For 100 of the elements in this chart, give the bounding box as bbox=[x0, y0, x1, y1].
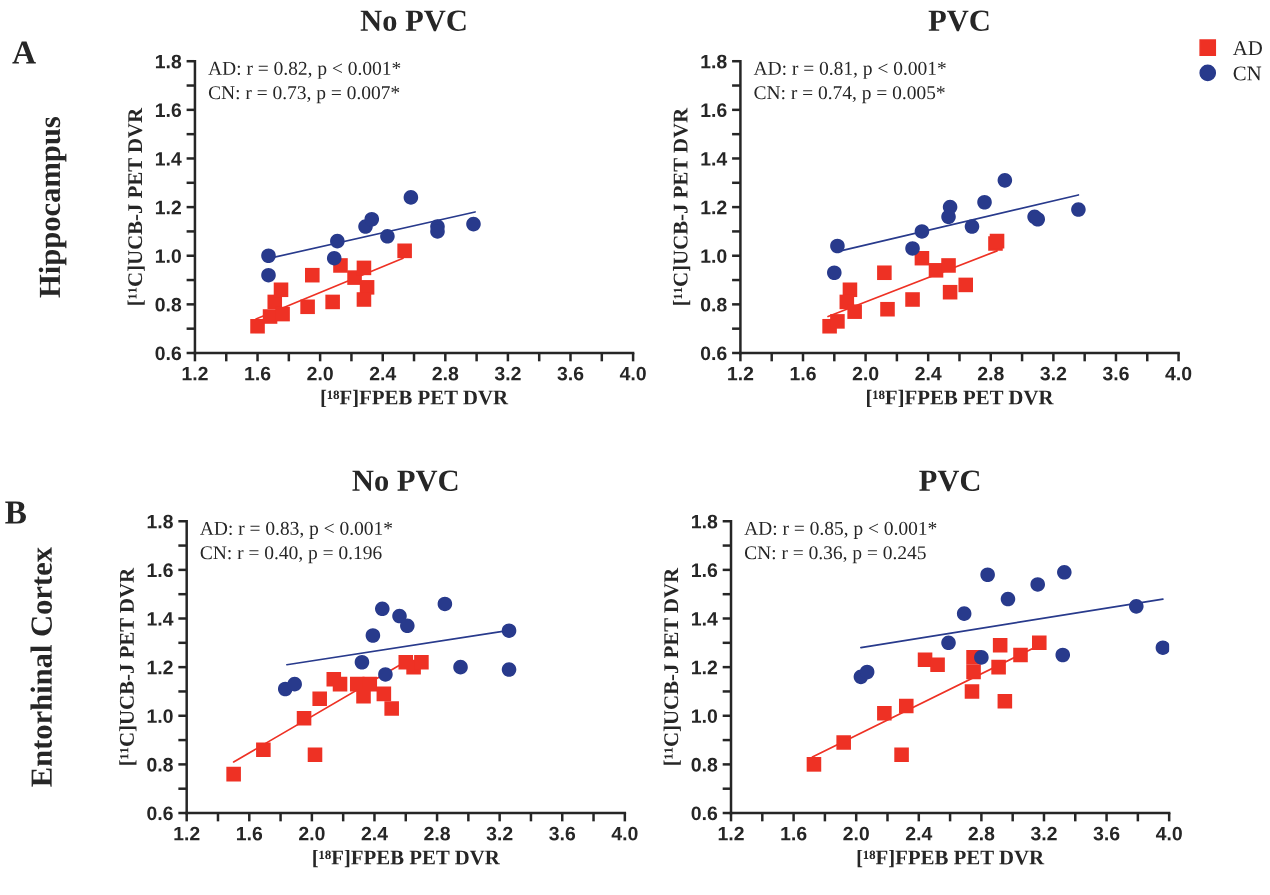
point bbox=[375, 601, 390, 617]
x-tick-label: 1.6 bbox=[781, 826, 807, 841]
point bbox=[378, 667, 393, 682]
point bbox=[880, 301, 895, 317]
point bbox=[365, 628, 381, 643]
annotation: AD: r = 0.81, p < 0.001* bbox=[753, 61, 946, 79]
x-tick-label: 2.4 bbox=[915, 366, 942, 381]
y-tick-label: 1.6 bbox=[147, 563, 173, 578]
x-tick-label: 2.4 bbox=[905, 826, 933, 841]
x-axis-title: [¹⁸F]FPEB PET DVR bbox=[857, 849, 1045, 868]
x-tick-label: 2.8 bbox=[432, 366, 459, 381]
point bbox=[974, 650, 989, 665]
text: A bbox=[12, 41, 36, 64]
point bbox=[941, 635, 956, 651]
point bbox=[1055, 647, 1071, 663]
y-tick-label: 1.6 bbox=[701, 103, 727, 118]
chart-title: PVC bbox=[928, 10, 989, 32]
y-tick-label: 0.8 bbox=[691, 757, 718, 772]
y-tick-label: 0.6 bbox=[147, 806, 173, 821]
x-tick-label: 1.6 bbox=[236, 826, 263, 841]
x-tick-label: 4.0 bbox=[611, 826, 638, 841]
y-tick-label: 0.8 bbox=[700, 297, 727, 312]
y-tick-label: 0.6 bbox=[691, 806, 718, 821]
point bbox=[859, 664, 875, 680]
x-tick-label: 1.2 bbox=[728, 366, 754, 381]
point bbox=[941, 209, 956, 225]
text: Entorhinal Cortex bbox=[30, 547, 52, 787]
point bbox=[914, 224, 930, 239]
point bbox=[905, 292, 920, 307]
point bbox=[827, 265, 842, 281]
x-tick-label: 1.2 bbox=[174, 826, 200, 841]
point bbox=[437, 596, 453, 612]
x-tick-label: 4.0 bbox=[1165, 366, 1192, 381]
point bbox=[941, 258, 956, 273]
point bbox=[977, 194, 992, 210]
point bbox=[991, 659, 1006, 675]
point bbox=[414, 654, 429, 670]
point bbox=[1030, 211, 1046, 227]
x-tick-label: 2.8 bbox=[424, 826, 450, 841]
point bbox=[847, 304, 862, 319]
point bbox=[836, 735, 851, 750]
point bbox=[1155, 640, 1170, 655]
x-tick-label: 2.4 bbox=[369, 366, 397, 381]
y-tick-label: 0.6 bbox=[700, 346, 727, 361]
y-tick-label: 0.6 bbox=[155, 346, 182, 361]
text: Hippocampus bbox=[38, 117, 67, 298]
y-axis-title: [¹¹C]UCB-J PET DVR bbox=[672, 107, 691, 305]
point bbox=[392, 608, 407, 624]
point bbox=[1000, 591, 1016, 607]
point bbox=[1057, 565, 1072, 580]
annotation: AD: r = 0.83, p < 0.001* bbox=[200, 521, 393, 539]
point bbox=[250, 318, 265, 334]
y-tick-label: 1.4 bbox=[147, 612, 174, 626]
point bbox=[356, 260, 372, 276]
point bbox=[877, 706, 892, 721]
point bbox=[942, 284, 958, 300]
x-tick-label: 3.2 bbox=[494, 366, 521, 381]
point bbox=[307, 747, 323, 762]
point bbox=[1032, 635, 1047, 651]
x-tick-label: 1.2 bbox=[182, 366, 208, 381]
point bbox=[958, 277, 974, 293]
y-tick-label: 1.8 bbox=[155, 54, 182, 69]
point bbox=[964, 684, 980, 699]
point bbox=[275, 306, 290, 322]
point bbox=[966, 664, 981, 680]
x-tick-label: 4.0 bbox=[1155, 826, 1182, 841]
annotation: CN: r = 0.36, p = 0.245 bbox=[744, 546, 926, 564]
annotation: AD: r = 0.85, p < 0.001* bbox=[744, 521, 937, 539]
point bbox=[992, 637, 1008, 653]
y-tick-label: 1.6 bbox=[155, 103, 182, 118]
point bbox=[930, 657, 945, 672]
x-tick-label: 1.6 bbox=[245, 366, 271, 381]
point bbox=[356, 689, 371, 704]
point bbox=[287, 676, 302, 692]
point bbox=[376, 686, 392, 702]
x-tick-label: 3.6 bbox=[557, 366, 584, 381]
y-axis-title: [¹¹C]UCB-J PET DVR bbox=[663, 567, 681, 765]
point bbox=[1129, 599, 1144, 614]
x-tick-label: 2.8 bbox=[977, 366, 1004, 381]
point bbox=[466, 216, 481, 232]
legend-label: AD bbox=[1232, 41, 1262, 55]
annotation: AD: r = 0.82, p < 0.001* bbox=[208, 61, 401, 79]
x-tick-label: 4.0 bbox=[619, 366, 646, 381]
point bbox=[928, 263, 944, 278]
point bbox=[356, 292, 372, 307]
x-tick-label: 3.2 bbox=[486, 826, 513, 841]
point bbox=[256, 742, 271, 758]
y-tick-label: 1.4 bbox=[701, 152, 728, 166]
point bbox=[830, 238, 845, 254]
point bbox=[905, 241, 920, 256]
x-tick-label: 3.6 bbox=[549, 826, 576, 841]
point bbox=[273, 282, 289, 298]
annotation: CN: r = 0.40, p = 0.196 bbox=[200, 546, 382, 564]
point bbox=[403, 190, 419, 205]
y-tick-label: 1.0 bbox=[701, 249, 727, 263]
y-tick-label: 1.8 bbox=[701, 54, 727, 69]
point bbox=[453, 659, 468, 675]
point bbox=[380, 229, 395, 244]
y-axis-title: [¹¹C]UCB-J PET DVR bbox=[119, 567, 137, 765]
x-tick-label: 2.0 bbox=[299, 826, 325, 841]
